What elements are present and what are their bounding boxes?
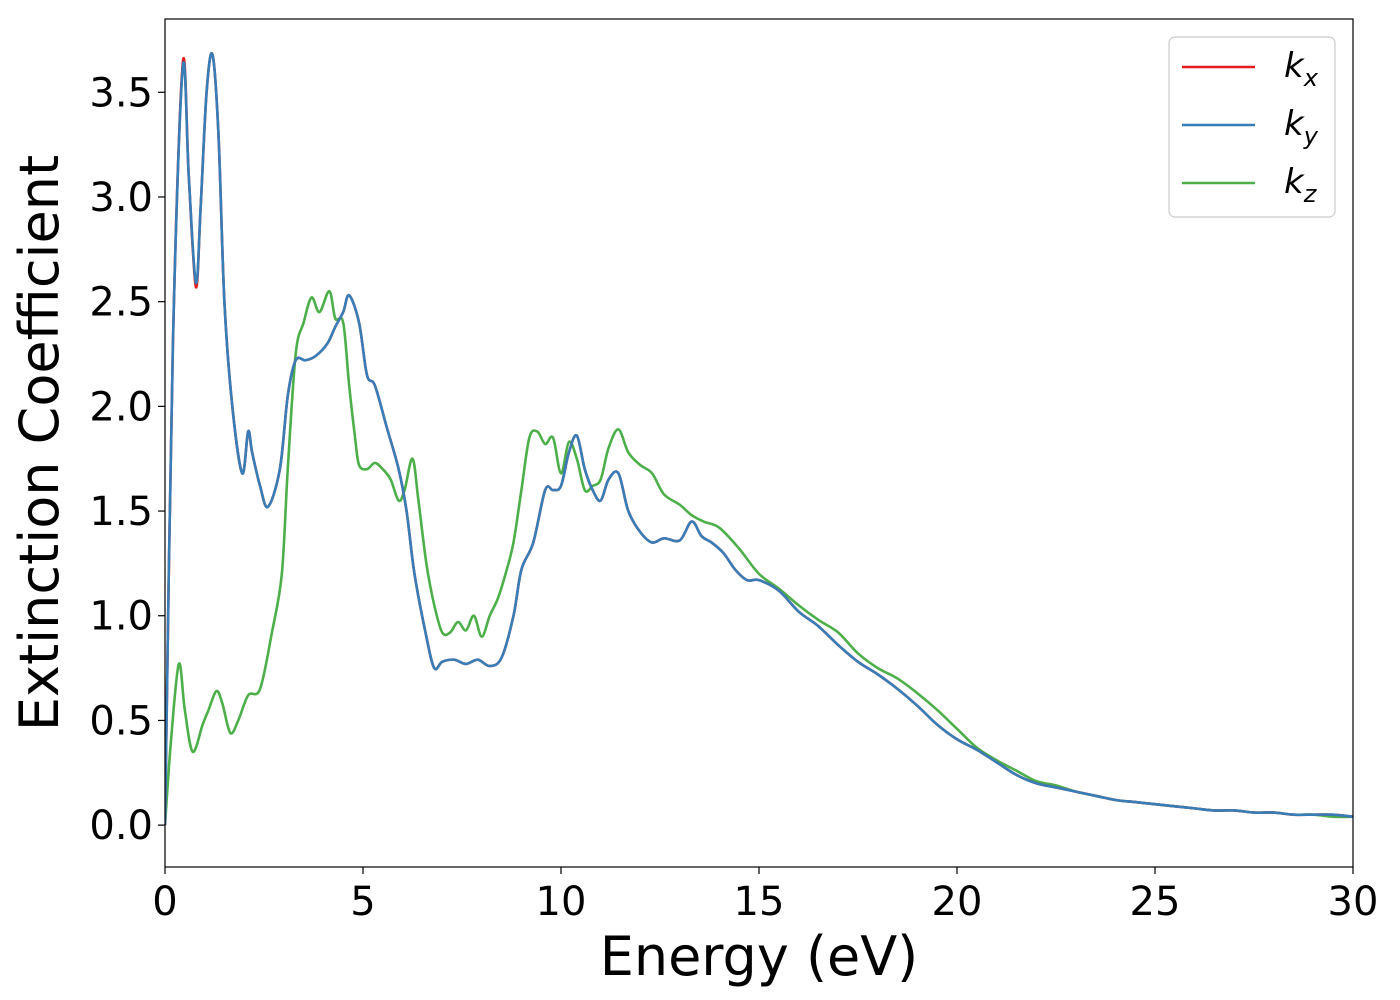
legend-label-subscript: x (1303, 64, 1319, 92)
y-tick-label: 2.0 (89, 384, 153, 430)
x-axis-title: Energy (eV) (600, 925, 919, 988)
y-axis-ticks: 0.0 0.5 1.0 1.5 2.0 2.5 3.0 3.5 (89, 70, 165, 849)
series-layer (165, 51, 1353, 826)
y-tick-label: 3.5 (89, 70, 153, 116)
x-tick-label: 30 (1328, 879, 1379, 925)
x-tick-label: 10 (536, 879, 587, 925)
y-tick-label: 2.5 (89, 280, 153, 326)
x-axis-ticks: 0 5 10 15 20 25 30 (152, 867, 1378, 925)
y-tick-label: 0.0 (89, 803, 153, 849)
series-line-y (165, 51, 1353, 826)
legend-label-main: k (1284, 46, 1305, 86)
x-tick-label: 5 (350, 879, 375, 925)
legend-label-z: kz (1284, 162, 1318, 208)
series-line-z (165, 289, 1353, 826)
legend-label-main: k (1284, 104, 1305, 144)
y-tick-label: 0.5 (89, 698, 153, 744)
y-tick-label: 3.0 (89, 175, 153, 221)
x-tick-label: 15 (734, 879, 785, 925)
x-tick-label: 20 (932, 879, 983, 925)
x-tick-label: 25 (1130, 879, 1181, 925)
y-axis-title: Extinction Coefficient (8, 155, 71, 731)
legend-label-subscript: z (1303, 180, 1318, 208)
y-tick-label: 1.5 (89, 489, 153, 535)
legend-box (1168, 36, 1336, 218)
x-tick-label: 0 (152, 879, 177, 925)
legend-label-subscript: y (1303, 122, 1319, 150)
legend-label-x: kx (1284, 46, 1319, 92)
legend-label-y: ky (1284, 104, 1319, 150)
legend-label-main: k (1284, 162, 1305, 202)
y-tick-label: 1.0 (89, 594, 153, 640)
